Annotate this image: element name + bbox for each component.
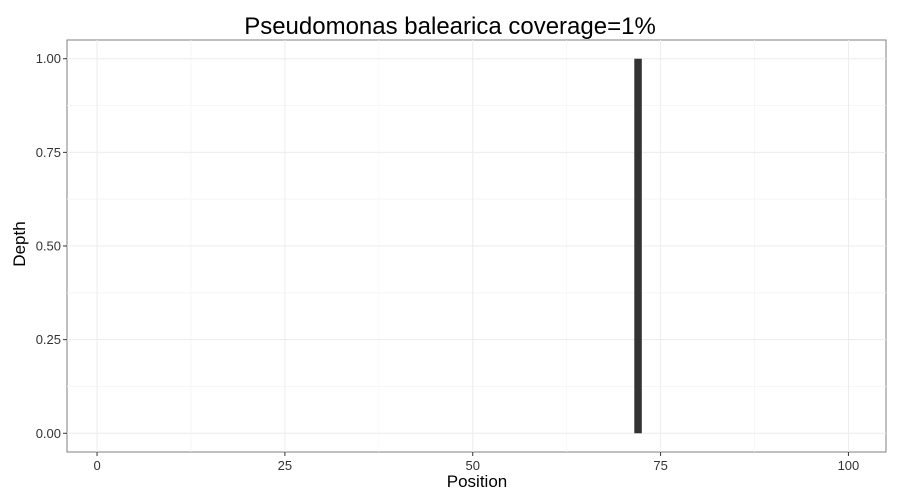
x-tick-label: 0 — [93, 458, 100, 473]
y-axis-title: Depth — [10, 221, 29, 267]
coverage-bar — [634, 58, 642, 434]
bars — [634, 58, 642, 434]
y-tick-label: 0.50 — [36, 239, 61, 254]
chart-title: Pseudomonas balearica coverage=1% — [244, 13, 656, 40]
y-tick-label: 0.75 — [36, 145, 61, 160]
x-tick-label: 75 — [653, 458, 667, 473]
x-axis-ticks: 0 25 50 75 100 — [93, 452, 859, 473]
x-tick-label: 100 — [838, 458, 860, 473]
y-tick-label: 1.00 — [36, 51, 61, 66]
y-tick-label: 0.25 — [36, 332, 61, 347]
x-tick-label: 50 — [466, 458, 480, 473]
x-tick-label: 25 — [278, 458, 292, 473]
y-axis-ticks: 0.00 0.25 0.50 0.75 1.00 — [36, 51, 67, 441]
y-tick-label: 0.00 — [36, 426, 61, 441]
x-axis-title: Position — [446, 472, 508, 491]
major-gridlines — [67, 40, 886, 452]
